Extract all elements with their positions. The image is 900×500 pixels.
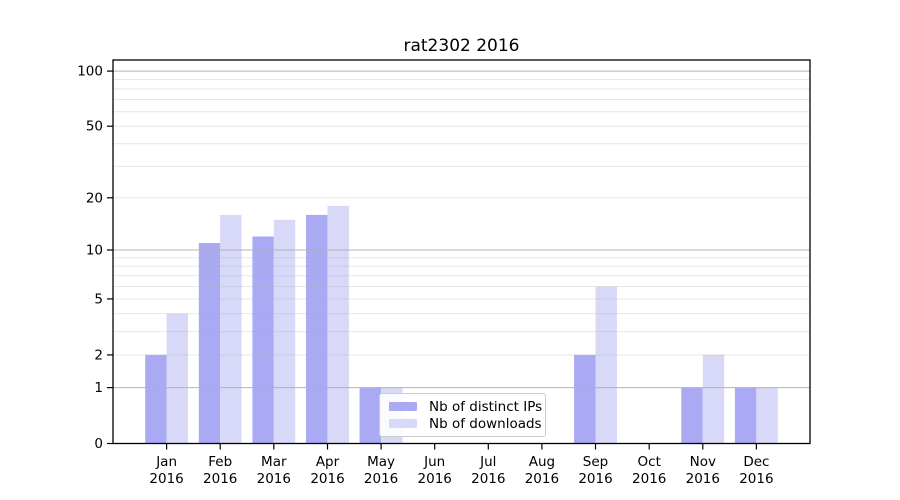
y-tick-label-100: 100 xyxy=(77,64,103,80)
x-tick-label-year-nov: 2016 xyxy=(686,471,720,487)
y-tick-label-20: 20 xyxy=(86,190,103,206)
bar-nb-of-downloads-nov xyxy=(702,354,725,444)
y-gridlines-major xyxy=(113,70,810,389)
y-tick-label-2: 2 xyxy=(94,347,103,363)
y-tick-label-0: 0 xyxy=(94,436,103,452)
x-tick-label-year-feb: 2016 xyxy=(203,471,237,487)
bar-nb-of-distinct-ips-dec xyxy=(734,387,757,444)
x-tick-label-year-mar: 2016 xyxy=(257,471,291,487)
bar-nb-of-distinct-ips-nov xyxy=(681,387,703,444)
y-tick-label-50: 50 xyxy=(86,119,103,135)
x-tick-label-year-jul: 2016 xyxy=(471,471,505,487)
y-tick-label-1: 1 xyxy=(94,380,103,396)
bar-nb-of-distinct-ips-jan xyxy=(145,354,167,444)
bar-nb-of-downloads-sep xyxy=(595,286,617,444)
x-tick-label-month-aug: Aug xyxy=(529,454,555,470)
legend-item-distinct-ips: Nb of distinct IPs xyxy=(389,398,542,415)
bar-nb-of-distinct-ips-sep xyxy=(574,354,596,444)
x-tick-label-year-oct: 2016 xyxy=(632,471,666,487)
y-tick-label-10: 10 xyxy=(86,243,103,259)
x-tick-label-year-jun: 2016 xyxy=(418,471,452,487)
x-tick-label-year-dec: 2016 xyxy=(739,471,773,487)
x-tick-label-year-aug: 2016 xyxy=(525,471,559,487)
chart-title: rat2302 2016 xyxy=(403,36,520,56)
bar-nb-of-distinct-ips-may xyxy=(359,387,381,444)
x-tick-label-month-dec: Dec xyxy=(743,454,769,470)
x-tick-label-year-may: 2016 xyxy=(364,471,398,487)
x-tick-label-month-sep: Sep xyxy=(583,454,608,470)
x-tick-label-month-oct: Oct xyxy=(638,454,661,470)
bar-nb-of-downloads-dec xyxy=(756,387,778,444)
plot-spines xyxy=(112,59,811,445)
bar-nb-of-distinct-ips-feb xyxy=(198,243,221,444)
x-tick-label-year-jan: 2016 xyxy=(149,471,183,487)
y-axis: 0 1 2 5 10 20 50 100 xyxy=(77,64,113,452)
x-tick-label-month-nov: Nov xyxy=(690,454,716,470)
legend-label-distinct-ips: Nb of distinct IPs xyxy=(429,398,543,415)
legend: Nb of distinct IPs Nb of downloads xyxy=(379,393,546,437)
x-tick-label-year-apr: 2016 xyxy=(310,471,344,487)
x-tick-label-year-sep: 2016 xyxy=(578,471,612,487)
legend-swatch-downloads xyxy=(389,419,417,428)
bar-nb-of-downloads-jan xyxy=(166,313,188,444)
y-gridlines-minor xyxy=(113,79,810,356)
x-tick-label-month-apr: Apr xyxy=(316,454,340,470)
x-tick-label-month-jan: Jan xyxy=(155,454,177,470)
bar-nb-of-downloads-apr xyxy=(327,205,349,444)
x-tick-label-month-jul: Jul xyxy=(479,454,496,470)
legend-item-downloads: Nb of downloads xyxy=(389,415,542,432)
x-tick-label-month-may: May xyxy=(367,454,395,470)
bar-nb-of-distinct-ips-apr xyxy=(306,214,328,444)
bar-nb-of-distinct-ips-mar xyxy=(252,236,274,444)
bar-nb-of-downloads-feb xyxy=(220,214,242,444)
x-tick-label-month-mar: Mar xyxy=(261,454,287,470)
x-tick-label-month-feb: Feb xyxy=(208,454,232,470)
y-tick-label-5: 5 xyxy=(94,291,103,307)
x-tick-label-month-jun: Jun xyxy=(423,454,445,470)
legend-swatch-distinct-ips xyxy=(389,402,417,411)
bars-series-0 xyxy=(145,214,757,444)
x-axis: Jan2016Feb2016Mar2016Apr2016May2016Jun20… xyxy=(149,443,774,487)
legend-label-downloads: Nb of downloads xyxy=(429,415,542,432)
